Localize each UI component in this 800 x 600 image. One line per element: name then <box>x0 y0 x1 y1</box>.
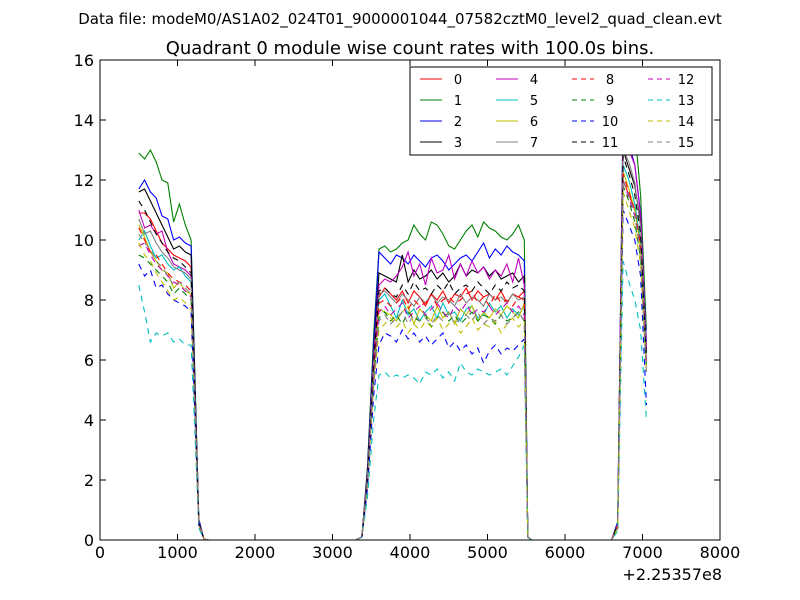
legend-label-15: 15 <box>678 136 695 151</box>
series-line-10 <box>138 209 647 540</box>
x-tick-label: 3000 <box>312 543 353 562</box>
series-line-7 <box>138 149 647 540</box>
legend-label-10: 10 <box>602 115 619 130</box>
series-line-8 <box>138 173 647 540</box>
legend-label-1: 1 <box>454 94 462 109</box>
series-line-0 <box>138 179 647 540</box>
x-tick-label: 8000 <box>700 543 741 562</box>
chart-title: Quadrant 0 module wise count rates with … <box>166 38 655 59</box>
y-tick-label: 8 <box>84 291 94 310</box>
x-axis-offset-label: +2.25357e8 <box>622 565 722 584</box>
legend-box <box>409 66 713 156</box>
legend-label-3: 3 <box>454 136 462 151</box>
legend-label-13: 13 <box>678 94 695 109</box>
series-line-6 <box>138 170 647 540</box>
ticks-layer: 0 1000 2000 3000 4000 5000 6000 7000 80000246810… <box>74 51 741 562</box>
legend-label-8: 8 <box>606 73 614 88</box>
series-line-2 <box>138 119 647 540</box>
y-tick-label: 16 <box>74 51 94 70</box>
legend-label-11: 11 <box>602 136 619 151</box>
x-tick-label: 5000 <box>467 543 508 562</box>
legend-label-0: 0 <box>454 73 462 88</box>
series-line-11 <box>138 155 647 540</box>
series-line-15 <box>138 179 647 540</box>
x-tick-label: 0 <box>95 543 105 562</box>
y-tick-label: 6 <box>84 351 94 370</box>
legend-label-4: 4 <box>530 73 538 88</box>
x-tick-label: 2000 <box>235 543 276 562</box>
legend-label-2: 2 <box>454 115 462 130</box>
series-line-12 <box>138 179 647 540</box>
x-tick-label: 1000 <box>157 543 198 562</box>
x-tick-label: 6000 <box>545 543 586 562</box>
legend-label-7: 7 <box>530 136 538 151</box>
legend-label-9: 9 <box>606 94 614 109</box>
y-tick-label: 14 <box>74 111 94 130</box>
legend-label-6: 6 <box>530 115 538 130</box>
series-line-4 <box>138 119 647 540</box>
y-tick-label: 0 <box>84 531 94 550</box>
legend-label-5: 5 <box>530 94 538 109</box>
y-tick-label: 4 <box>84 411 94 430</box>
legend-label-12: 12 <box>678 73 695 88</box>
series-layer <box>138 103 647 540</box>
series-line-14 <box>138 191 647 540</box>
y-tick-label: 12 <box>74 171 94 190</box>
series-line-13 <box>138 260 647 540</box>
legend-label-14: 14 <box>678 115 695 130</box>
x-tick-label: 7000 <box>622 543 663 562</box>
y-tick-label: 2 <box>84 471 94 490</box>
y-tick-label: 10 <box>74 231 94 250</box>
series-line-3 <box>138 149 647 540</box>
chart-suptitle: Data file: modeM0/AS1A02_024T01_90000010… <box>78 10 722 29</box>
series-line-5 <box>138 164 647 540</box>
x-tick-label: 4000 <box>390 543 431 562</box>
series-line-9 <box>138 185 647 540</box>
